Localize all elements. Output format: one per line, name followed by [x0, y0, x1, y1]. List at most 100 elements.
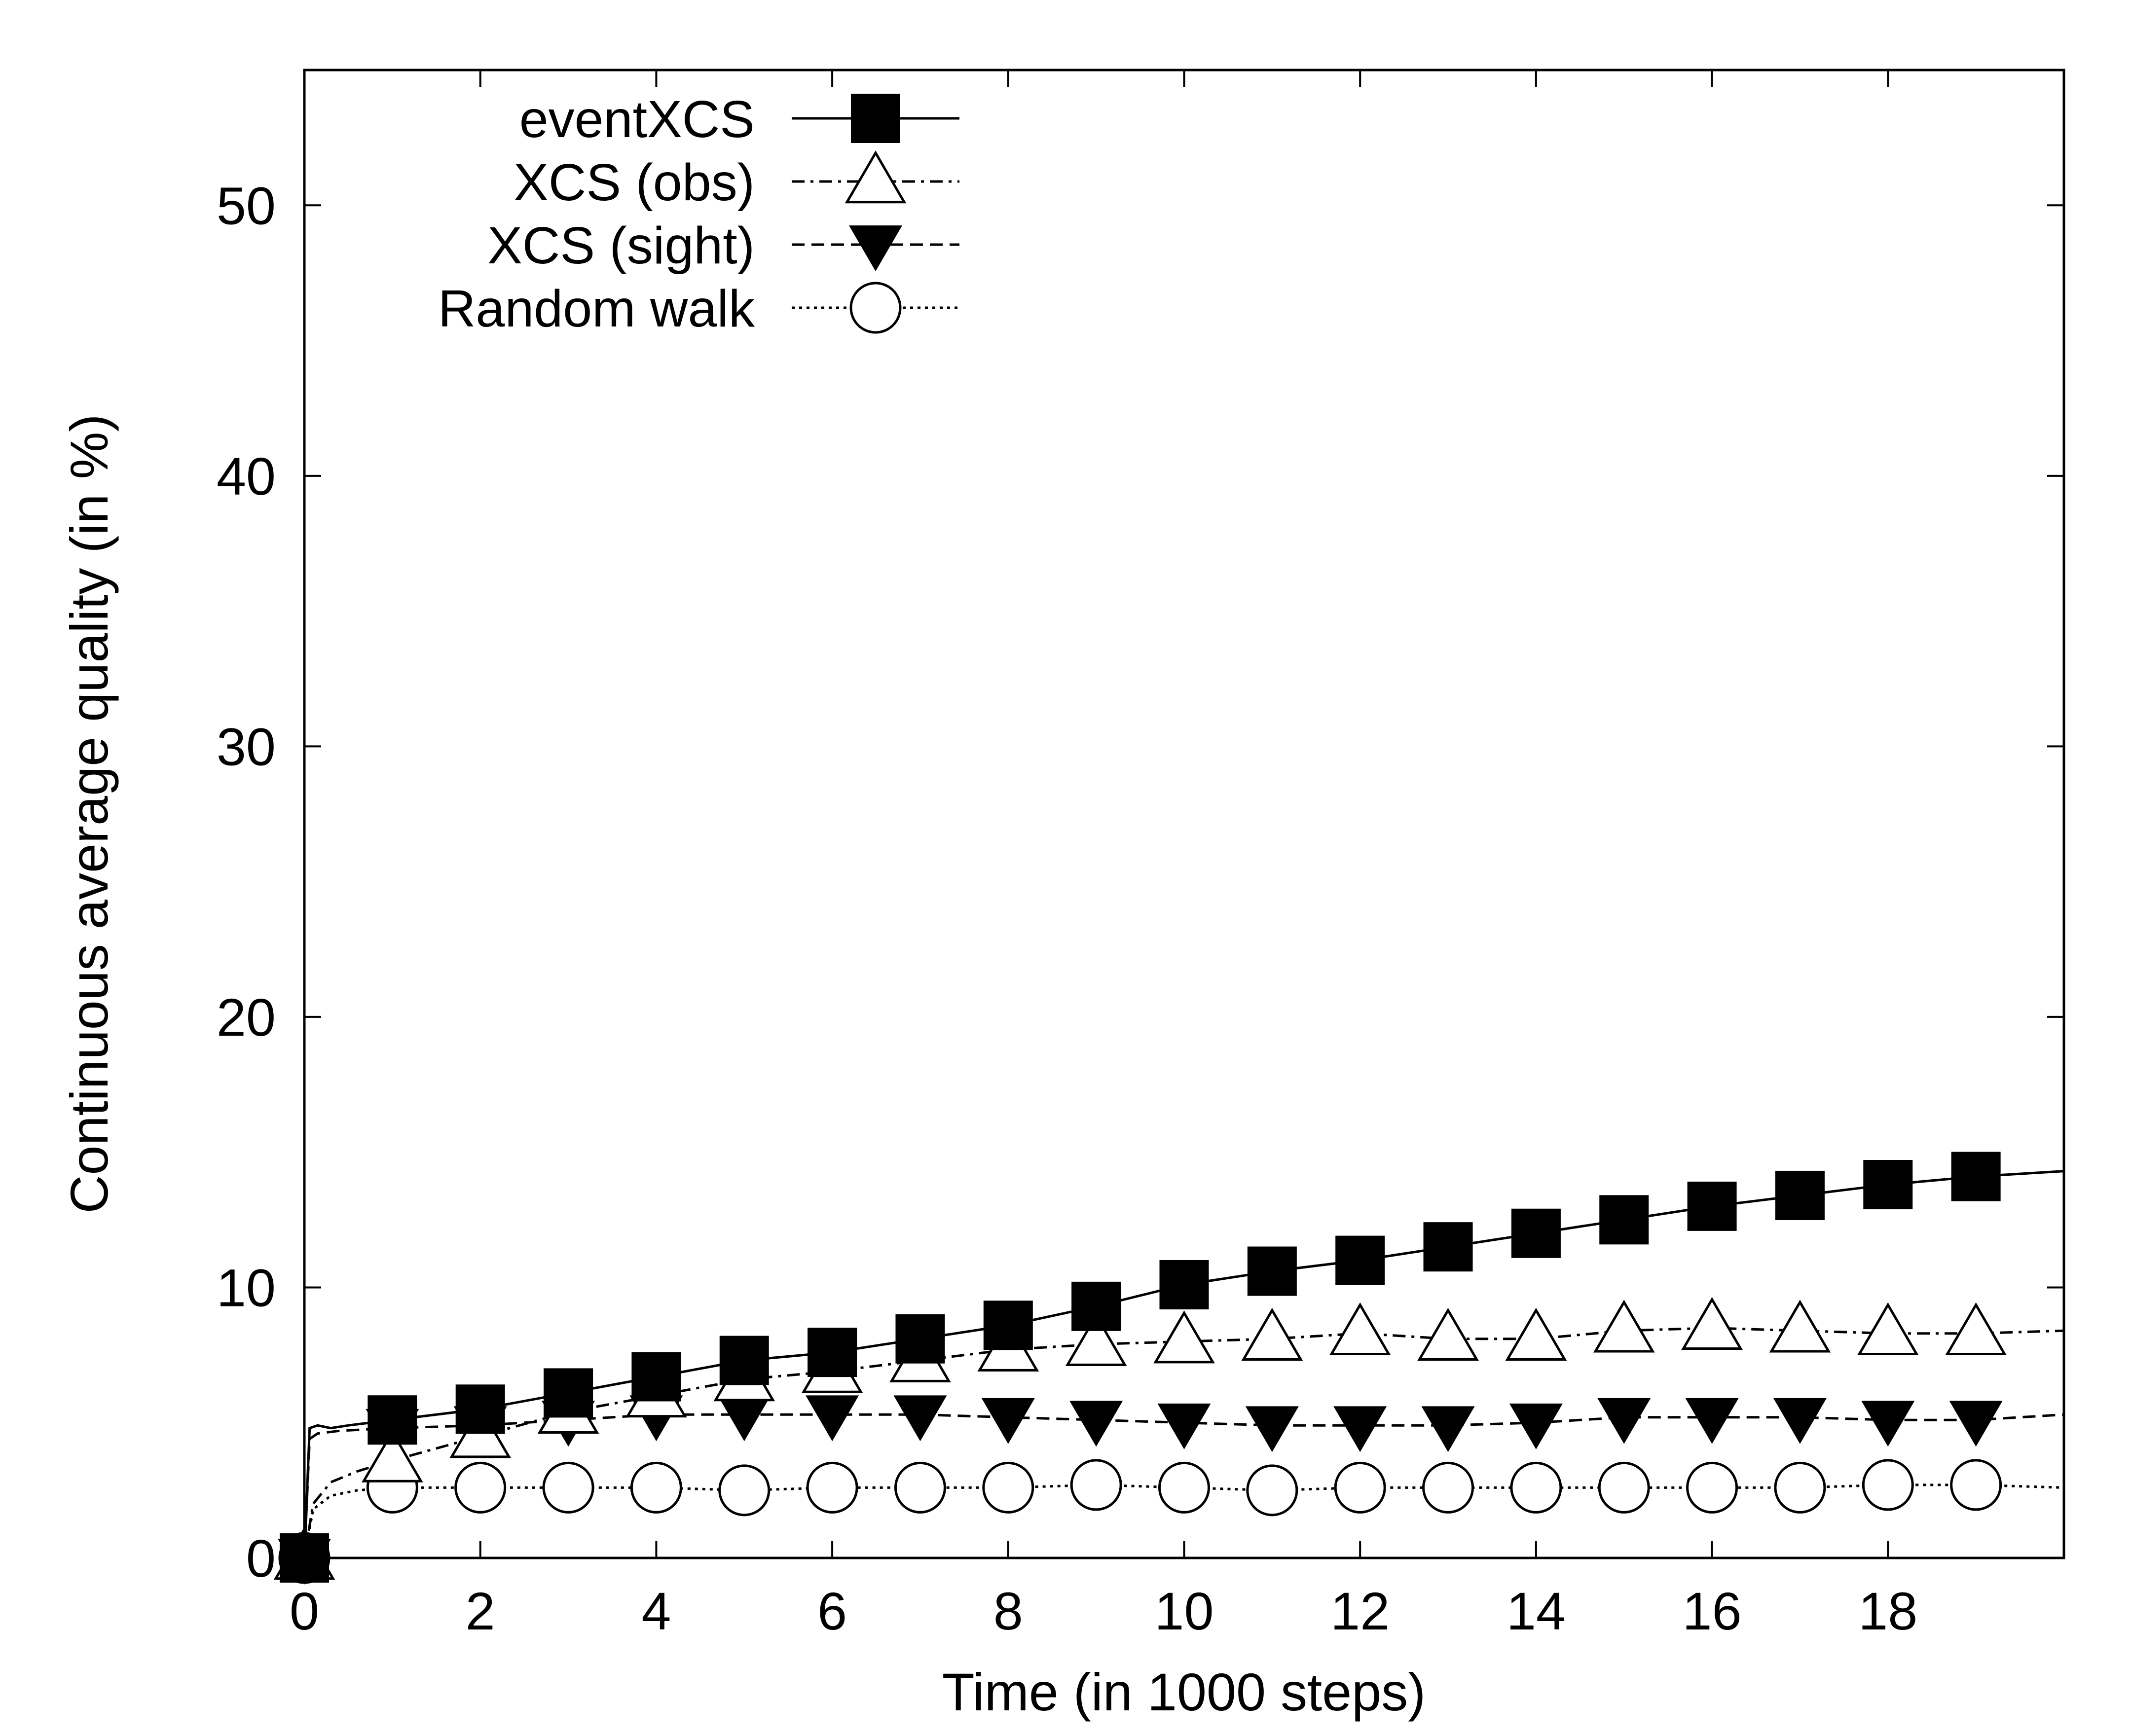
data-point	[1681, 1297, 1743, 1350]
series-markers-3	[278, 1459, 2002, 1584]
data-point	[1423, 1222, 1473, 1272]
series-markers	[273, 1152, 2007, 1585]
data-point	[1070, 1459, 1122, 1511]
y-tick-label: 20	[217, 987, 276, 1047]
x-tick-label: 2	[466, 1581, 495, 1641]
data-point	[1157, 1403, 1211, 1449]
x-tick-label: 8	[993, 1581, 1023, 1641]
y-tick-label: 0	[246, 1528, 276, 1588]
data-point	[895, 1314, 945, 1364]
data-point	[1863, 1160, 1913, 1210]
data-point	[1599, 1195, 1649, 1245]
series-markers-0	[280, 1152, 2001, 1583]
legend-marker	[849, 225, 902, 271]
data-point	[1065, 1313, 1127, 1366]
x-tick-label: 14	[1506, 1581, 1566, 1641]
legend-label: Random walk	[438, 280, 755, 338]
legend-label: eventXCS	[519, 90, 755, 148]
legend-item: XCS (sight)	[487, 217, 959, 275]
data-point	[1597, 1398, 1651, 1444]
y-axis-label: Continuous average quality (in %)	[59, 414, 119, 1214]
x-axis-label: Time (in 1000 steps)	[942, 1662, 1426, 1722]
x-tick-label: 4	[641, 1581, 671, 1641]
data-point	[1774, 1461, 1826, 1514]
data-point	[1421, 1406, 1475, 1452]
data-point	[1593, 1300, 1655, 1353]
data-point	[362, 1429, 423, 1483]
x-tick-label: 10	[1154, 1581, 1213, 1641]
data-point	[1153, 1310, 1215, 1364]
y-tick-label: 40	[217, 446, 276, 506]
data-point	[1598, 1461, 1650, 1514]
data-point	[717, 1395, 771, 1442]
data-point	[455, 1384, 505, 1434]
data-point	[1687, 1181, 1737, 1231]
data-point	[544, 1368, 593, 1418]
data-point	[1775, 1170, 1825, 1220]
legend-marker	[849, 282, 902, 334]
data-point	[1945, 1302, 2007, 1355]
x-tick-label: 18	[1858, 1581, 1917, 1641]
data-point	[1949, 1401, 2003, 1447]
data-point	[631, 1352, 681, 1402]
data-point	[983, 1301, 1033, 1350]
legend-item: Random walk	[438, 280, 959, 338]
legend-item: XCS (obs)	[514, 150, 959, 212]
data-point	[1246, 1464, 1298, 1517]
legend-item: eventXCS	[519, 90, 959, 148]
tick-labels: 0 2 4 6 8 10 12 14 16 18 0 10 20 30 40 50	[217, 176, 1918, 1641]
data-point	[1334, 1461, 1386, 1514]
data-point	[1417, 1307, 1479, 1361]
data-point	[893, 1395, 947, 1442]
data-point	[630, 1461, 682, 1514]
data-point	[1329, 1302, 1391, 1355]
data-point	[1335, 1235, 1385, 1285]
data-point	[1245, 1406, 1299, 1452]
data-point	[1247, 1246, 1297, 1296]
data-point	[1773, 1398, 1827, 1444]
data-point	[1862, 1459, 1914, 1511]
data-point	[1510, 1461, 1562, 1514]
legend-label: XCS (obs)	[514, 153, 755, 212]
data-point	[1769, 1300, 1831, 1353]
x-tick-label: 0	[290, 1581, 319, 1641]
data-point	[982, 1461, 1034, 1514]
y-tick-label: 50	[217, 176, 276, 235]
data-point	[718, 1464, 771, 1517]
plot-frame	[303, 69, 2065, 1559]
y-tick-label: 10	[217, 1258, 276, 1317]
data-point	[1158, 1461, 1210, 1514]
data-point	[1509, 1403, 1563, 1449]
data-point	[1951, 1152, 2001, 1201]
data-point	[1686, 1461, 1738, 1514]
data-point	[1950, 1459, 2002, 1511]
data-point	[1505, 1307, 1567, 1361]
legend-marker	[845, 150, 907, 204]
data-point	[367, 1395, 417, 1445]
data-point	[806, 1395, 859, 1442]
data-point	[808, 1328, 857, 1377]
data-point	[981, 1398, 1035, 1444]
data-point	[1685, 1398, 1739, 1444]
x-tick-label: 6	[817, 1581, 847, 1641]
data-point	[894, 1461, 946, 1514]
data-point	[454, 1461, 507, 1514]
data-point	[1861, 1401, 1915, 1447]
data-point	[1071, 1281, 1121, 1331]
data-point	[1422, 1461, 1474, 1514]
data-point	[1511, 1208, 1561, 1258]
data-point	[719, 1336, 769, 1385]
legend-marker	[851, 94, 900, 143]
legend-label: XCS (sight)	[487, 217, 755, 275]
data-point	[1333, 1406, 1387, 1452]
data-point	[1159, 1260, 1209, 1309]
data-point	[1857, 1302, 1919, 1355]
data-point	[542, 1461, 594, 1514]
x-tick-label: 16	[1683, 1581, 1742, 1641]
x-tick-label: 12	[1330, 1581, 1390, 1641]
data-point	[1241, 1307, 1303, 1361]
data-point	[1069, 1401, 1123, 1447]
